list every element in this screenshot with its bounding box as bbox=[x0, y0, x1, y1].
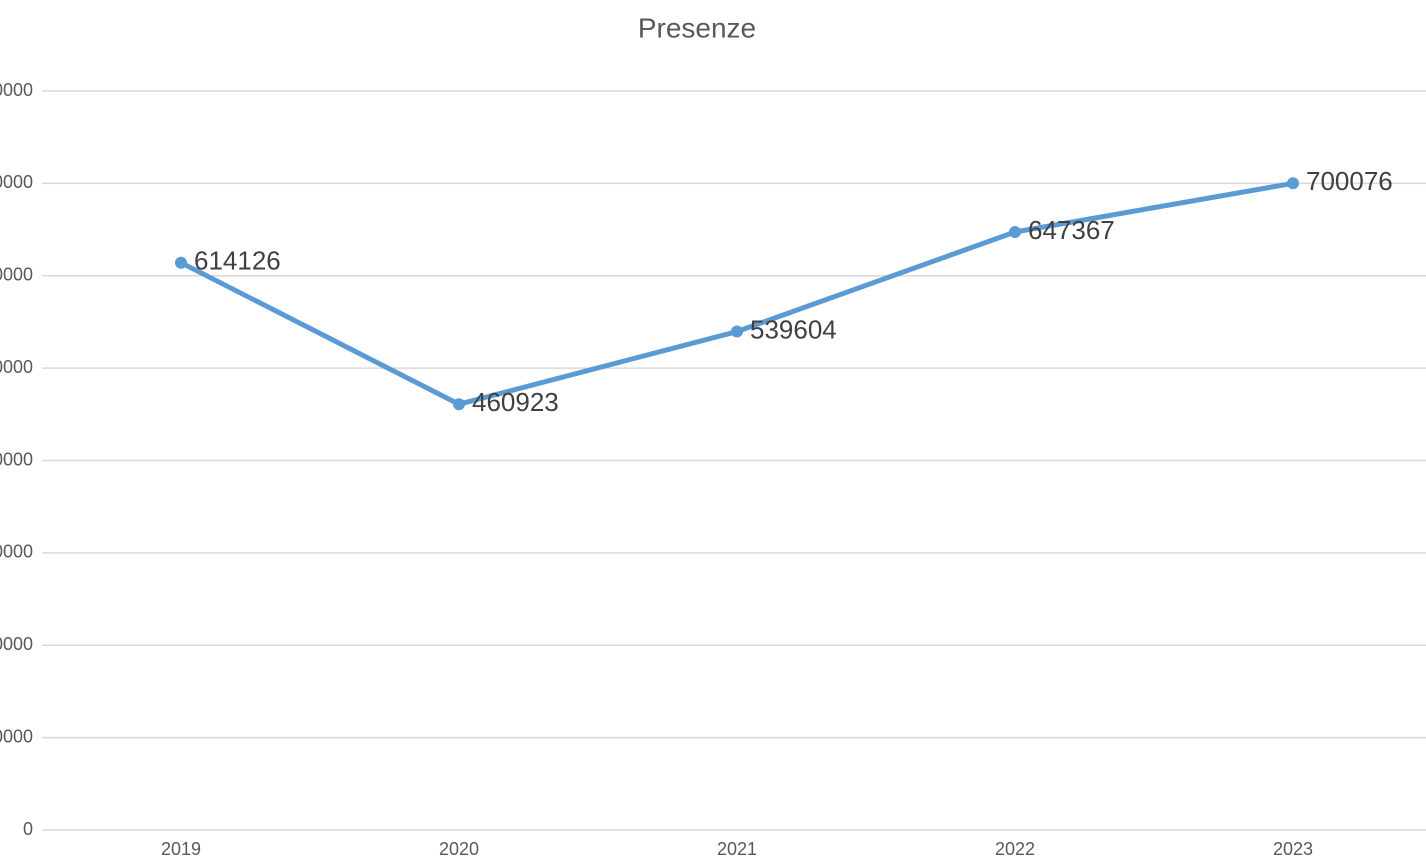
data-label: 700076 bbox=[1306, 166, 1393, 196]
data-label: 460923 bbox=[472, 387, 559, 417]
chart-title: Presenze bbox=[638, 12, 756, 43]
x-tick-label: 2020 bbox=[439, 839, 479, 859]
y-tick-label: 200000 bbox=[0, 634, 33, 654]
y-tick-label: 700000 bbox=[0, 172, 33, 192]
y-tick-label: 400000 bbox=[0, 449, 33, 469]
y-tick-label: 100000 bbox=[0, 726, 33, 746]
data-point bbox=[175, 256, 187, 269]
y-tick-label: 800000 bbox=[0, 80, 33, 100]
y-tick-label: 0 bbox=[23, 819, 33, 839]
y-tick-label: 600000 bbox=[0, 265, 33, 285]
data-point bbox=[453, 398, 465, 411]
data-label: 647367 bbox=[1028, 215, 1115, 245]
series-line bbox=[179, 180, 1294, 407]
x-tick-label: 2022 bbox=[995, 839, 1035, 859]
y-tick-label: 500000 bbox=[0, 357, 33, 377]
data-point bbox=[1287, 177, 1299, 190]
x-tick-label: 2023 bbox=[1273, 839, 1313, 859]
data-point bbox=[731, 325, 743, 338]
x-tick-label: 2021 bbox=[717, 839, 757, 859]
data-point bbox=[1009, 225, 1021, 238]
data-label: 539604 bbox=[750, 314, 837, 344]
y-tick-label: 300000 bbox=[0, 542, 33, 562]
x-tick-label: 2019 bbox=[161, 839, 201, 859]
data-label: 614126 bbox=[194, 246, 281, 276]
